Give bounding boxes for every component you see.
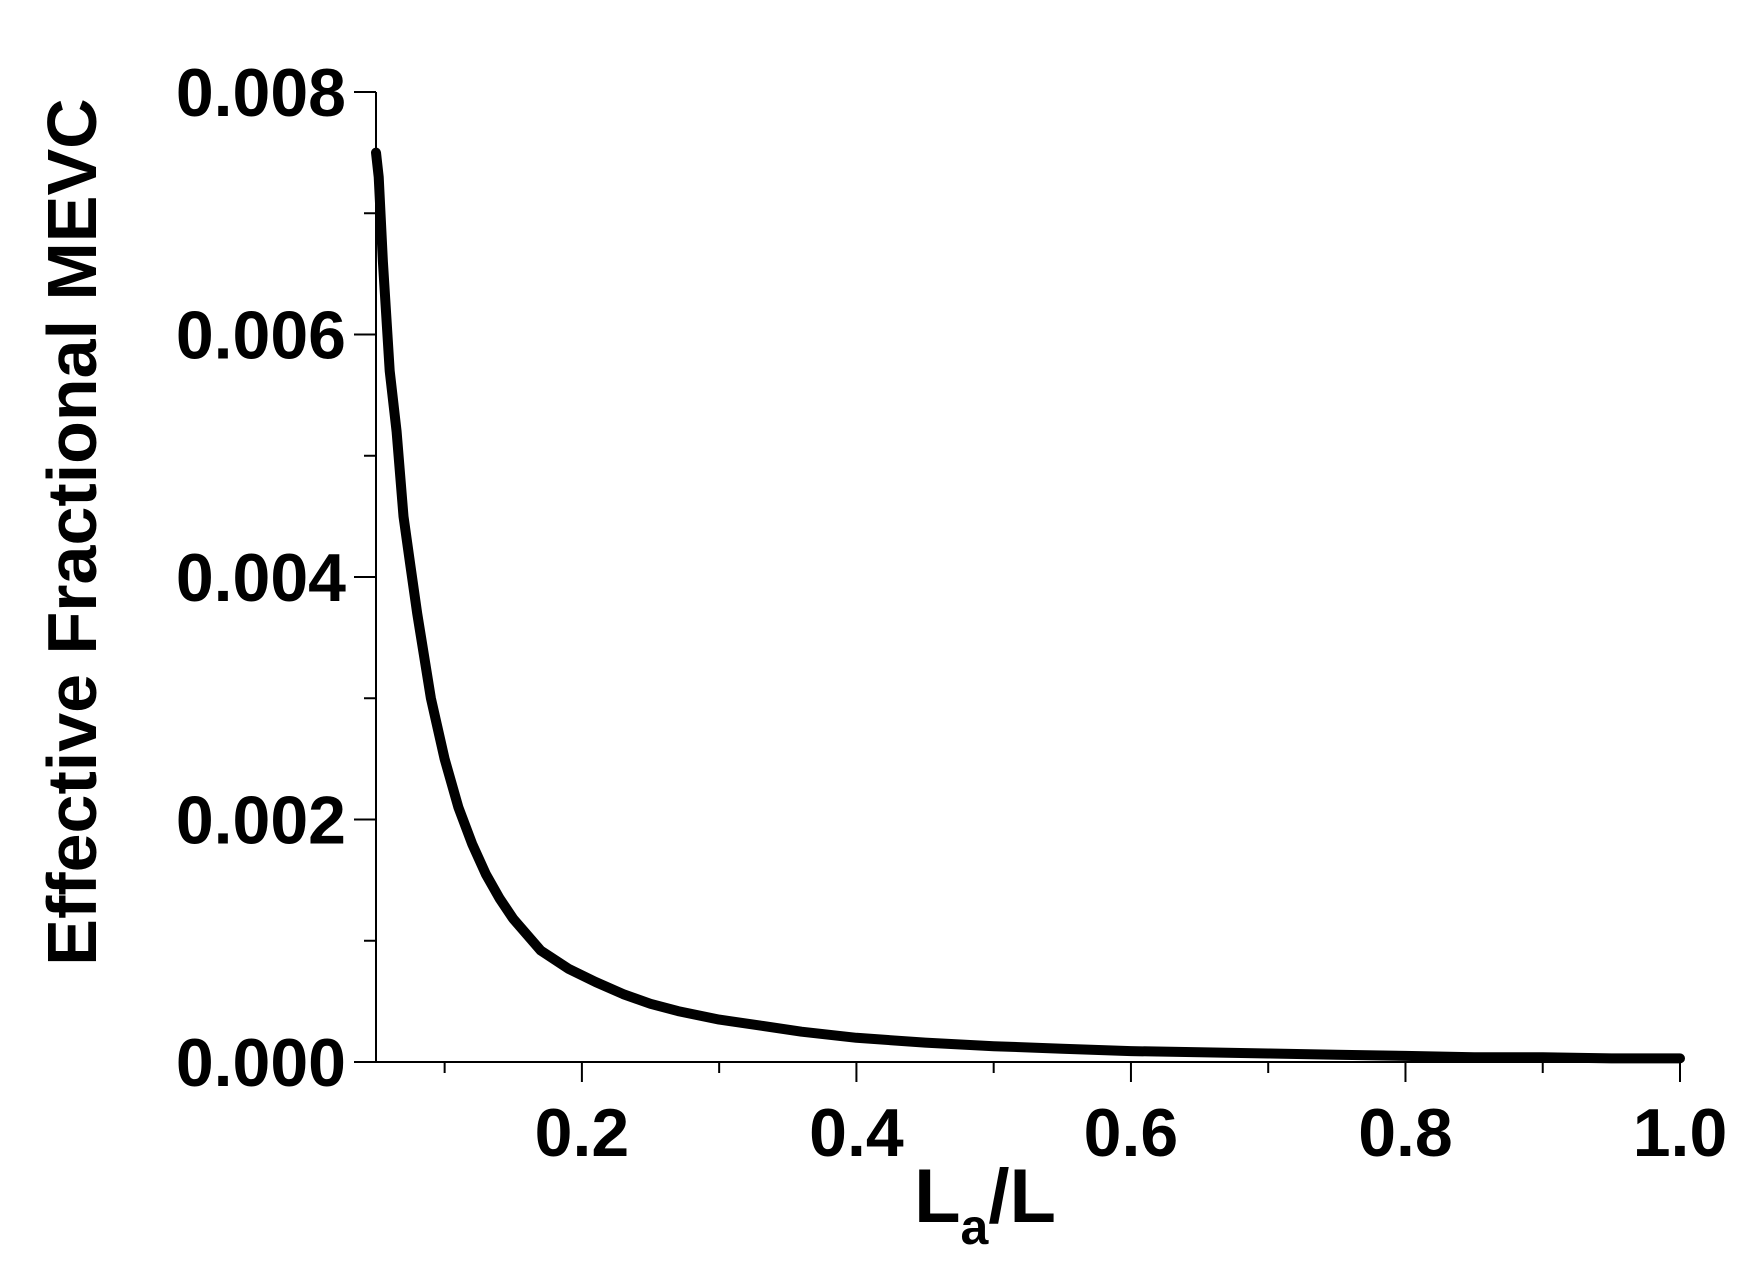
y-tick-label: 0.006 xyxy=(176,298,346,374)
y-tick-label: 0.002 xyxy=(176,783,346,859)
series-line xyxy=(376,153,1680,1059)
x-axis-title: La/L xyxy=(914,1154,1056,1255)
y-tick-label: 0.004 xyxy=(176,540,346,616)
x-tick-label: 1.0 xyxy=(1633,1095,1728,1171)
y-tick-label: 0.000 xyxy=(176,1025,346,1101)
axis-labels: 0.000 0.002 0.004 0.006 0.008 0.2 0.4 0.6 0.8 1.0… xyxy=(33,55,1727,1255)
y-tick-label: 0.008 xyxy=(176,55,346,131)
x-tick-label: 0.6 xyxy=(1084,1095,1179,1171)
axes xyxy=(354,92,1680,1082)
x-tick-label: 0.8 xyxy=(1358,1095,1453,1171)
x-tick-label: 0.2 xyxy=(535,1095,630,1171)
x-tick-label: 0.4 xyxy=(809,1095,904,1171)
series-layer xyxy=(376,153,1680,1059)
y-axis-title: Effective Fractional MEVC xyxy=(33,98,111,965)
